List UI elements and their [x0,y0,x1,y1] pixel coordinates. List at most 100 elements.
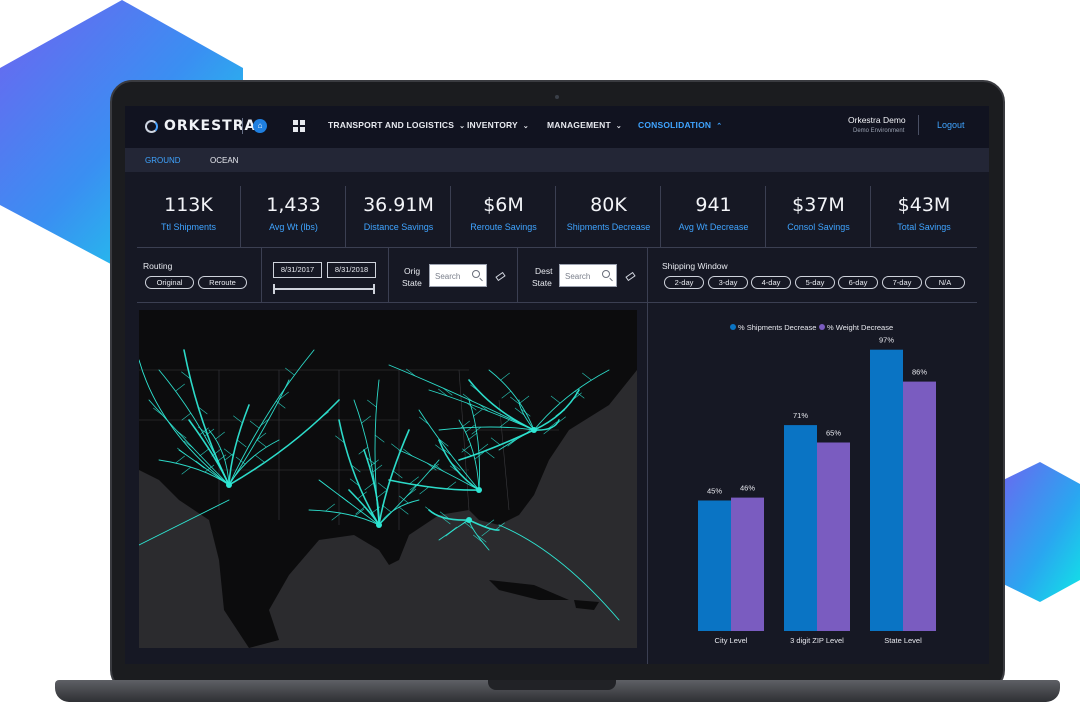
route-branch [355,506,366,515]
route-branch [490,437,501,446]
kpi-label: Distance Savings [363,222,434,232]
route-branch [325,503,335,512]
orig-state-search-input[interactable] [435,270,473,282]
route-branch [276,446,287,455]
kpi-label: Avg Wt Decrease [678,222,749,232]
route-branch [175,383,185,392]
chevron-down-icon: ⌄ [522,123,529,130]
route-line [388,364,535,431]
bar-1-1 [698,500,731,631]
kpi-value: $37M [792,194,845,216]
route-branch [406,368,416,377]
route-branch [556,416,566,425]
tab-ocean[interactable]: OCEAN [210,156,239,165]
route-branch [197,406,208,415]
route-branch [426,462,437,471]
route-branch [495,522,505,531]
nav-inventory[interactable]: INVENTORY ⌄ [467,120,529,130]
north-america-landmass [139,310,637,648]
route-branch [462,393,473,402]
route-line [468,399,481,491]
route-line [418,409,480,491]
route-branch [335,435,345,444]
route-branch [519,395,530,404]
route-line [428,389,535,431]
window-2-day-button[interactable]: 2-day [664,276,704,289]
route-branch [508,436,518,445]
search-icon[interactable] [602,270,610,278]
logo-divider [242,118,243,134]
laptop-notch [488,680,616,690]
routing-reroute-button[interactable]: Reroute [198,276,247,289]
nav-management[interactable]: MANAGEMENT ⌄ [547,120,622,130]
slider-handle-end[interactable] [373,284,375,294]
dest-state-search-input[interactable] [565,270,603,282]
route-hub [466,517,472,523]
brand-logo[interactable]: ORKESTRA [145,118,256,134]
end-date-input[interactable]: 8/31/2018 [327,262,376,278]
route-branch [215,431,225,440]
chart-bars [698,349,936,631]
kpi-consol-savings: $37M Consol Savings [767,186,871,248]
orig-state-search[interactable] [429,264,487,287]
route-map[interactable] [139,310,637,648]
window-4-day-button[interactable]: 4-day [751,276,791,289]
route-line [438,439,480,491]
route-branch [476,534,487,543]
dest-state-search[interactable] [559,264,617,287]
route-branch [233,415,243,424]
window-7-day-button[interactable]: 7-day [882,276,922,289]
route-hub [376,522,382,528]
divider [647,302,648,664]
data-label-1-2: 71% [793,411,808,420]
logout-link[interactable]: Logout [937,120,965,130]
start-date-input[interactable]: 8/31/2017 [273,262,322,278]
route-branch [510,396,520,405]
legend-swatch-1 [730,324,736,330]
window-6-day-button[interactable]: 6-day [838,276,878,289]
date-range-slider[interactable] [273,288,375,290]
slider-handle-start[interactable] [273,284,275,294]
route-branch [447,526,457,535]
nav-label: TRANSPORT AND LOGISTICS [328,120,455,130]
route-branch [440,516,451,525]
route-line [208,429,230,486]
route-branch [466,402,477,411]
tab-ground[interactable]: GROUND [145,156,181,165]
eraser-icon[interactable] [495,271,506,282]
route-line [488,369,535,431]
kpi-value: $43M [897,194,951,216]
window-3-day-button[interactable]: 3-day [708,276,748,289]
routing-original-button[interactable]: Original [145,276,194,289]
route-branch [439,511,450,520]
route-branch [520,408,531,417]
nav-consolidation[interactable]: CONSOLIDATION ⌃ [638,120,722,130]
kpi-avg-weight: 1,433 Avg Wt (lbs) [242,186,346,248]
data-label-2-3: 86% [912,368,927,377]
window-5-day-button[interactable]: 5-day [795,276,835,289]
nav-transport-and-logistics[interactable]: TRANSPORT AND LOGISTICS ⌄ [328,120,465,130]
route-branch [547,421,558,430]
route-branch [275,400,286,409]
route-line [533,419,560,431]
kpi-distance-savings: 36.91M Distance Savings [347,186,451,248]
route-branch [403,448,413,457]
route-branch [499,419,510,428]
route-branch [367,399,377,408]
route-branch [460,420,470,429]
route-branch [369,459,379,468]
search-icon[interactable] [472,270,480,278]
user-name: Orkestra Demo [848,115,906,125]
orig-state-label-line1: Orig [404,266,421,276]
route-branch [181,412,192,421]
window-na-button[interactable]: N/A [925,276,965,289]
route-line [468,519,500,531]
route-branch [446,481,457,490]
category-label-3: State Level [884,636,922,645]
route-branch [223,448,234,457]
apps-grid-icon[interactable] [293,120,305,132]
ship-icon[interactable]: ⌂ [253,119,267,133]
eraser-icon[interactable] [625,271,636,282]
route-branch [481,528,492,537]
route-branch [500,372,510,381]
